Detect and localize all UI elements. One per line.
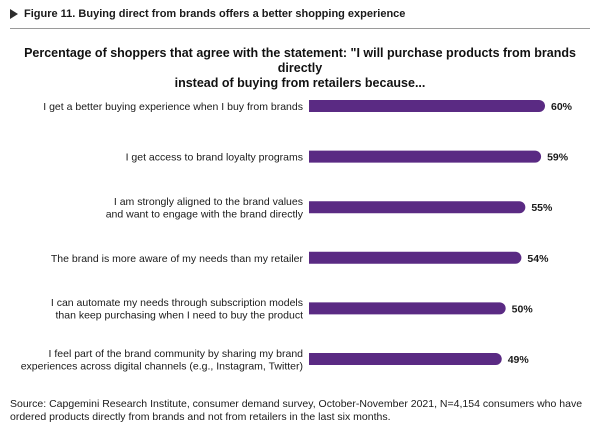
bar-1 xyxy=(309,100,545,112)
category-label-3-line-1: I am strongly aligned to the brand value… xyxy=(114,196,303,208)
value-label-4: 54% xyxy=(527,253,549,265)
category-label-4: The brand is more aware of my needs than… xyxy=(51,253,304,265)
header-divider xyxy=(10,28,590,29)
triangle-bullet-icon xyxy=(10,9,18,19)
category-label-2: I get access to brand loyalty programs xyxy=(126,152,303,164)
category-label-3-line-2: and want to engage with the brand direct… xyxy=(106,208,304,220)
source-note: Source: Capgemini Research Institute, co… xyxy=(10,398,592,424)
category-label-5-line-2: than keep purchasing when I need to buy … xyxy=(55,310,303,322)
category-label-6-line-2: experiences across digital channels (e.g… xyxy=(21,360,303,372)
bar-6 xyxy=(309,353,502,365)
figure-title: Figure 11. Buying direct from brands off… xyxy=(24,8,406,20)
chart-title: Percentage of shoppers that agree with t… xyxy=(20,46,580,91)
bar-2 xyxy=(309,150,542,163)
source-line-2: ordered products directly from brands an… xyxy=(10,411,391,423)
bar-5 xyxy=(309,302,506,315)
value-label-6: 49% xyxy=(508,354,530,366)
value-label-1: 60% xyxy=(551,101,573,113)
category-label-6-line-1: I feel part of the brand community by sh… xyxy=(49,348,304,360)
value-label-3: 55% xyxy=(531,202,553,214)
bar-3 xyxy=(309,201,526,214)
category-label-5-line-1: I can automate my needs through subscrip… xyxy=(51,297,303,309)
figure-header: Figure 11. Buying direct from brands off… xyxy=(10,8,590,20)
value-label-2: 59% xyxy=(547,152,569,164)
source-line-1: Source: Capgemini Research Institute, co… xyxy=(10,398,583,410)
chart-title-line-2: instead of buying from retailers because… xyxy=(174,76,426,90)
category-label-1: I get a better buying experience when I … xyxy=(43,101,303,113)
bar-4 xyxy=(309,251,522,264)
chart-title-line-1: Percentage of shoppers that agree with t… xyxy=(24,46,576,75)
value-label-5: 50% xyxy=(512,303,534,315)
